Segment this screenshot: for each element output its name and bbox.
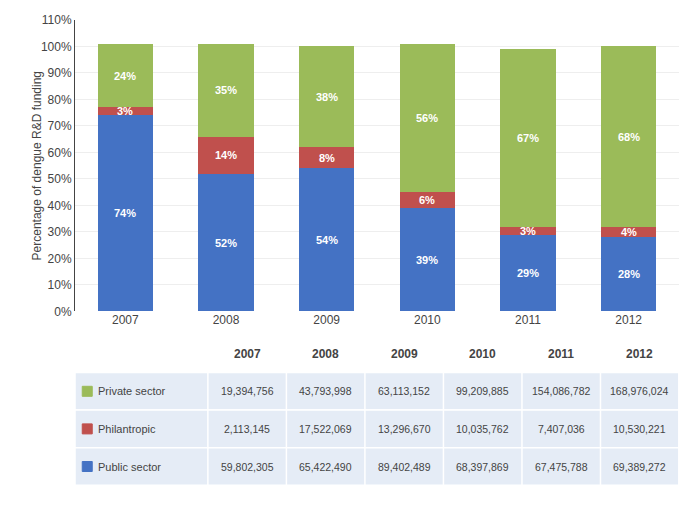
svg-text:2011: 2011 bbox=[515, 313, 541, 327]
svg-text:2009: 2009 bbox=[391, 347, 418, 361]
svg-text:2010: 2010 bbox=[414, 313, 441, 327]
svg-text:80%: 80% bbox=[48, 93, 72, 107]
svg-text:70%: 70% bbox=[48, 119, 72, 133]
svg-text:68,397,869: 68,397,869 bbox=[456, 461, 509, 473]
svg-text:0%: 0% bbox=[54, 305, 72, 319]
svg-text:8%: 8% bbox=[319, 152, 335, 164]
svg-text:19,394,756: 19,394,756 bbox=[221, 385, 274, 397]
svg-text:89,402,489: 89,402,489 bbox=[378, 461, 431, 473]
svg-text:65,422,490: 65,422,490 bbox=[299, 461, 352, 473]
svg-text:10,035,762: 10,035,762 bbox=[456, 423, 509, 435]
svg-text:59,802,305: 59,802,305 bbox=[221, 461, 274, 473]
svg-text:2008: 2008 bbox=[213, 313, 240, 327]
svg-text:7,407,036: 7,407,036 bbox=[538, 423, 585, 435]
svg-text:2011: 2011 bbox=[548, 347, 574, 361]
svg-text:2012: 2012 bbox=[626, 347, 653, 361]
svg-text:3%: 3% bbox=[117, 105, 133, 117]
svg-text:40%: 40% bbox=[48, 199, 72, 213]
svg-text:13,296,670: 13,296,670 bbox=[378, 423, 431, 435]
svg-text:43,793,998: 43,793,998 bbox=[299, 385, 352, 397]
svg-text:17,522,069: 17,522,069 bbox=[299, 423, 352, 435]
svg-text:39%: 39% bbox=[416, 254, 438, 266]
svg-text:28%: 28% bbox=[618, 268, 640, 280]
svg-text:20%: 20% bbox=[48, 252, 72, 266]
svg-text:4%: 4% bbox=[621, 226, 637, 238]
svg-text:35%: 35% bbox=[215, 84, 237, 96]
svg-text:30%: 30% bbox=[48, 225, 72, 239]
svg-text:2008: 2008 bbox=[312, 347, 339, 361]
svg-text:100%: 100% bbox=[41, 40, 72, 54]
svg-text:Philantropic: Philantropic bbox=[98, 423, 156, 435]
svg-text:56%: 56% bbox=[416, 112, 438, 124]
svg-text:168,976,024: 168,976,024 bbox=[610, 385, 669, 397]
svg-text:63,113,152: 63,113,152 bbox=[378, 385, 430, 397]
svg-text:68%: 68% bbox=[618, 131, 640, 143]
svg-text:52%: 52% bbox=[215, 237, 237, 249]
svg-text:67,475,788: 67,475,788 bbox=[535, 461, 588, 473]
svg-text:10%: 10% bbox=[48, 278, 72, 292]
svg-text:54%: 54% bbox=[316, 234, 338, 246]
svg-text:10,530,221: 10,530,221 bbox=[613, 423, 666, 435]
svg-text:2007: 2007 bbox=[112, 313, 139, 327]
svg-text:67%: 67% bbox=[517, 132, 539, 144]
svg-text:2009: 2009 bbox=[313, 313, 340, 327]
svg-text:29%: 29% bbox=[517, 267, 539, 279]
svg-text:99,209,885: 99,209,885 bbox=[456, 385, 509, 397]
svg-text:14%: 14% bbox=[215, 149, 237, 161]
svg-text:Percentage of dengue R&D fundi: Percentage of dengue R&D funding bbox=[30, 71, 44, 260]
svg-text:Private sector: Private sector bbox=[98, 385, 166, 397]
svg-text:38%: 38% bbox=[316, 91, 338, 103]
svg-text:60%: 60% bbox=[48, 146, 72, 160]
svg-text:2010: 2010 bbox=[469, 347, 496, 361]
svg-text:6%: 6% bbox=[419, 194, 435, 206]
svg-text:50%: 50% bbox=[48, 172, 72, 186]
svg-text:110%: 110% bbox=[42, 13, 72, 27]
svg-text:24%: 24% bbox=[114, 70, 136, 82]
svg-text:69,389,272: 69,389,272 bbox=[613, 461, 666, 473]
svg-text:2012: 2012 bbox=[615, 313, 642, 327]
svg-text:2,113,145: 2,113,145 bbox=[224, 423, 270, 435]
svg-text:154,086,782: 154,086,782 bbox=[532, 385, 591, 397]
svg-text:74%: 74% bbox=[114, 207, 136, 219]
svg-text:3%: 3% bbox=[520, 225, 536, 237]
svg-text:Public sector: Public sector bbox=[98, 461, 161, 473]
svg-text:90%: 90% bbox=[48, 66, 72, 80]
svg-text:2007: 2007 bbox=[234, 347, 261, 361]
